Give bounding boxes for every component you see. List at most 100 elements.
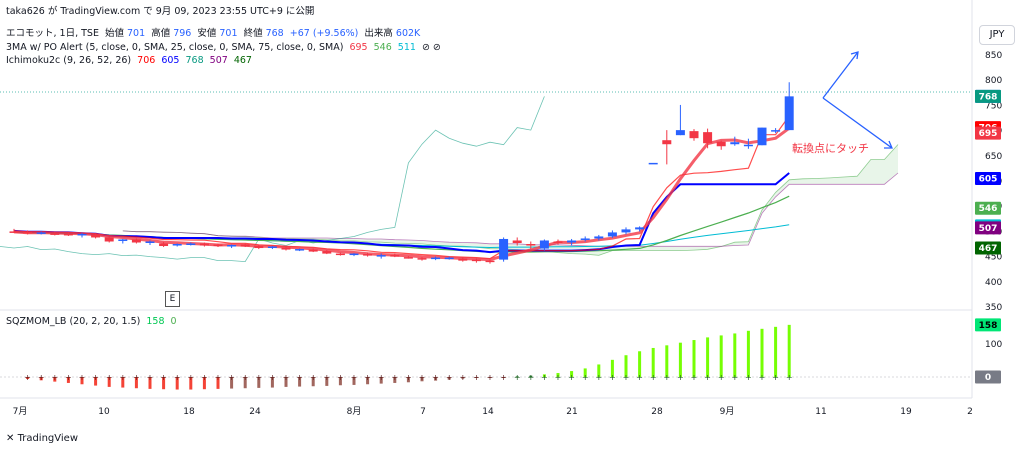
squeeze-dot: + [473,373,480,382]
earnings-event-marker[interactable]: E [165,291,180,307]
squeeze-dot: + [351,373,358,382]
osc-tag [975,370,1001,384]
price-tag [975,201,1001,215]
candle-body [118,239,128,241]
momentum-bar [284,377,288,387]
squeeze-dot: + [310,373,317,382]
change-value: +67 (+9.56%) [289,28,359,39]
price-tag [975,172,1001,185]
squeeze-dot: + [419,373,426,382]
squeeze-dot: + [677,373,684,382]
squeeze-dot: + [296,373,303,382]
ichimoku-value-4: 507 [209,55,228,66]
squeeze-momentum-histogram: + + + + + + + + + + + + + + + + + + + + + + + + + + + + + + + + + + + + + + + +… [24,324,793,390]
price-tag-label: 507 [979,224,998,234]
price-axis-label: 650 [985,152,1002,162]
squeeze-dot: + [65,373,72,382]
candle-body [159,243,169,247]
osc-axis-label: 100 [985,340,1002,350]
ichimoku-value-2: 605 [161,55,180,66]
squeeze-dot: + [283,373,290,382]
annotation-text: 転換点にタッチ [792,142,869,155]
squeeze-dot: + [106,373,113,382]
momentum-bar [406,377,410,383]
symbol-legend[interactable]: エコモット, 1日, TSE 始値 701 高値 796 安値 701 終値 768 +… [6,28,423,40]
tradingview-footer[interactable]: ✕ TradingView [6,433,78,444]
symbol-name: エコモット, 1日, TSE [6,28,99,39]
momentum-bar [134,377,138,389]
momentum-bar [733,333,737,377]
momentum-bar [610,359,614,377]
low-value: 701 [219,28,238,39]
momentum-bar [760,328,764,377]
candle-body [131,239,141,243]
squeeze-dot: + [555,373,562,382]
ichimoku-value-1: 706 [137,55,156,66]
momentum-bar [692,340,696,377]
momentum-bar [556,373,560,377]
squeeze-dot: + [609,373,616,382]
volume-value: 602K [395,28,421,39]
tradingview-logo-icon: ✕ [6,433,15,444]
open-value: 701 [127,28,146,39]
kijun-line [13,172,790,254]
squeeze-dot: + [514,373,521,382]
ichimoku-value-3: 768 [185,55,204,66]
squeeze-dot: + [378,373,385,382]
squeeze-dot: + [337,373,344,382]
price-tag [975,89,1001,103]
ma-legend[interactable]: 3MA w/ PO Alert (5, close, 0, SMA, 25, c… [6,42,444,54]
candles[interactable] [9,82,794,264]
momentum-bar [746,330,750,377]
momentum-bar [66,377,70,383]
candle-body [363,254,373,256]
hidden-icon[interactable]: ⊘ ⊘ [421,42,441,53]
momentum-bar [651,347,655,377]
sqz-legend[interactable]: SQZMOM_LB (20, 2, 20, 1.5) 158 0 [6,316,180,328]
candle-body [458,258,468,261]
momentum-bar [230,377,234,389]
momentum-bar [107,377,111,387]
momentum-bar [787,324,791,377]
momentum-bar [678,342,682,377]
momentum-bar [366,377,370,385]
candle-body [36,232,46,234]
tenkan-line [13,115,790,260]
squeeze-dot: + [119,373,126,382]
close-value: 768 [265,28,284,39]
close-label: 終値 [243,28,263,39]
momentum-bar [379,377,383,384]
momentum-bar [515,376,519,378]
momentum-bar [529,375,533,377]
senkou-span-b [122,172,899,247]
candle-body [91,234,101,238]
price-tags: 7687687066956055465115074671580 [975,89,1001,384]
candle-body [295,249,305,251]
squeeze-dot: + [391,373,398,382]
time-axis-label: 7月 [13,406,28,417]
momentum-bar [148,377,152,389]
candle-body [716,141,726,147]
currency-button[interactable]: JPY [979,25,1015,45]
squeeze-dot: + [772,373,779,382]
momentum-bar [202,377,206,390]
price-tag-label: 605 [979,175,998,185]
indicator-lines [0,96,791,263]
time-axis-label: 28 [651,407,663,417]
candle-body [417,258,427,260]
price-axis-label: 350 [985,303,1002,313]
time-axis-label: 21 [566,407,577,417]
candle-body [648,162,658,165]
ichimoku-legend[interactable]: Ichimoku2c (9, 26, 52, 26) 706 605 768 5… [6,55,255,67]
candle-body [213,244,223,247]
candle-body [784,96,794,131]
momentum-bar [706,337,710,377]
price-tag-label: 695 [979,129,998,139]
squeeze-dot: + [24,373,31,382]
momentum-bar [447,377,451,380]
candle-body [145,241,155,243]
time-axis-label: 8月 [347,406,362,417]
candle-body [431,257,441,260]
time-axis[interactable]: 7月 10 18 24 8月 7 14 21 28 9月 11 19 2 [13,406,973,417]
